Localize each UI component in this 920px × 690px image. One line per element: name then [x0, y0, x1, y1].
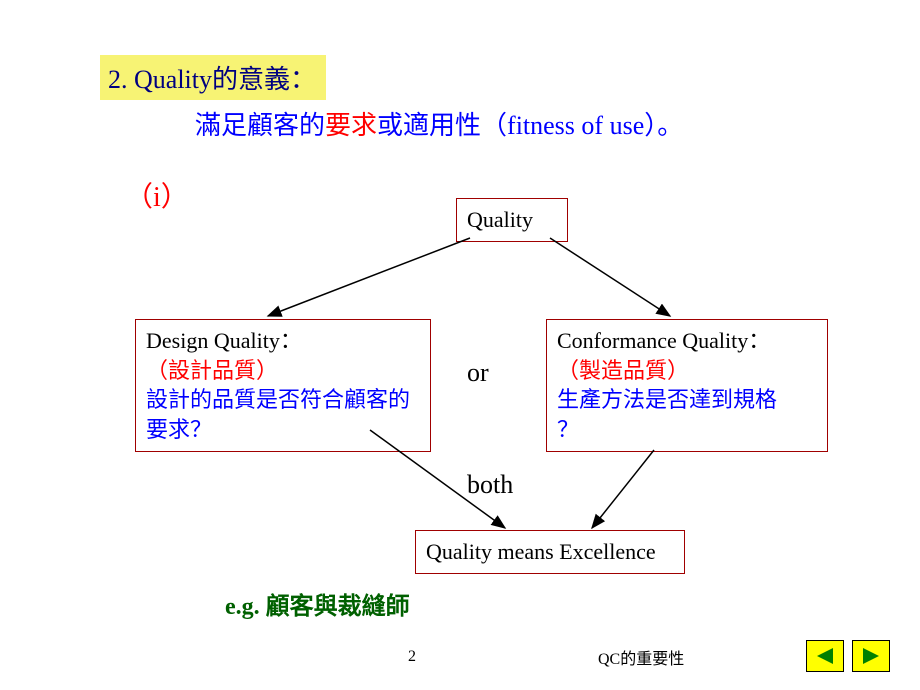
node-right-l1: Conformance Quality：: [557, 328, 770, 353]
node-conformance-quality: Conformance Quality： （製造品質） 生產方法是否達到規格 ？: [546, 319, 828, 452]
node-right-l2: （製造品質）: [557, 358, 689, 383]
label-both: both: [467, 470, 513, 500]
triangle-right-icon: [861, 647, 881, 665]
node-design-quality: Design Quality： （設計品質） 設計的品質是否符合顧客的 要求？: [135, 319, 431, 452]
example-text: e.g. 顧客與裁縫師: [225, 586, 410, 621]
quality-flowchart: Quality Design Quality： （設計品質） 設計的品質是否符合顧…: [0, 0, 920, 690]
node-right-l3: 生產方法是否達到規格: [557, 387, 777, 412]
nav-buttons: [806, 640, 890, 672]
node-left-l1b: （設計品質）: [146, 358, 278, 383]
next-button[interactable]: [852, 640, 890, 672]
node-quality-text: Quality: [467, 207, 533, 232]
node-right-l4: ？: [557, 417, 579, 442]
page-number: 2: [408, 648, 416, 666]
prev-button[interactable]: [806, 640, 844, 672]
triangle-left-icon: [815, 647, 835, 665]
label-or: or: [467, 358, 489, 388]
node-left-l1a: Design Quality：: [146, 328, 302, 353]
node-excellence-text: Quality means Excellence: [426, 539, 656, 564]
node-left-l3: 要求？: [146, 417, 212, 442]
node-left-l2: 設計的品質是否符合顧客的: [146, 387, 410, 412]
node-excellence: Quality means Excellence: [415, 530, 685, 574]
footer-title: QC的重要性: [598, 645, 684, 669]
node-quality: Quality: [456, 198, 568, 242]
